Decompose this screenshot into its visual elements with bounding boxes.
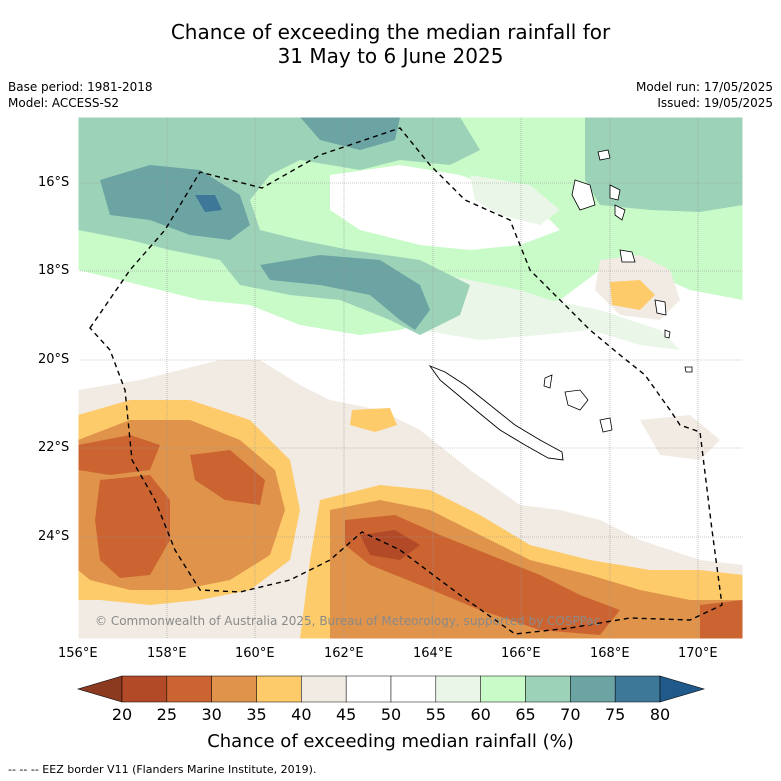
colorbar-tick-label: 60 bbox=[470, 705, 491, 724]
region-35-40-ne bbox=[610, 280, 655, 310]
colorbar-segment bbox=[345, 675, 392, 703]
colorbar-extend-high bbox=[659, 675, 706, 703]
base-period: Base period: 1981-2018 bbox=[8, 80, 153, 94]
model-run: Model run: 17/05/2025 bbox=[635, 80, 773, 94]
colorbar-segment bbox=[435, 675, 481, 703]
lat-label-24s: 24°S bbox=[38, 529, 70, 544]
lat-label-18s: 18°S bbox=[38, 263, 70, 278]
colorbar-tick-label: 65 bbox=[515, 705, 536, 724]
issued-date: Issued: 19/05/2025 bbox=[657, 96, 773, 110]
chart-title-line1: Chance of exceeding the median rainfall … bbox=[170, 20, 611, 44]
region-25-30 bbox=[95, 475, 170, 578]
colorbar-tick-label: 75 bbox=[604, 705, 626, 724]
region-white-pocket bbox=[330, 165, 560, 250]
map-frame bbox=[77, 116, 744, 640]
colorbar-segment bbox=[121, 675, 168, 703]
eez-border bbox=[89, 127, 723, 635]
lon-label-164e: 164°E bbox=[413, 646, 453, 661]
region-70-75 bbox=[100, 165, 250, 240]
colorbar-tick-label: 20 bbox=[111, 705, 133, 724]
colorbar-segment bbox=[211, 675, 257, 703]
chart-title-line2: 31 May to 6 June 2025 bbox=[277, 44, 504, 68]
region-55-60-pocket bbox=[470, 175, 560, 225]
colorbar-tick-label: 45 bbox=[335, 705, 357, 724]
colorbar-tick-label: 40 bbox=[291, 705, 312, 724]
lon-label-168e: 168°E bbox=[590, 646, 630, 661]
colorbar-segment bbox=[256, 675, 302, 703]
colorbar-tick-label: 50 bbox=[380, 705, 402, 724]
lon-label-158e: 158°E bbox=[147, 646, 187, 661]
colorbar-title: Chance of exceeding median rainfall (%) bbox=[207, 731, 574, 752]
colorbar-segment bbox=[570, 675, 616, 703]
lon-label-166e: 166°E bbox=[501, 646, 541, 661]
region-70-75-mid bbox=[260, 255, 430, 330]
lat-label-22s: 22°S bbox=[38, 440, 70, 455]
colorbar-segment bbox=[525, 675, 571, 703]
colorbar-tick-label: 55 bbox=[425, 705, 447, 724]
loyalty-islands bbox=[543, 374, 613, 433]
region-25-30-b bbox=[190, 450, 265, 505]
colorbar-tick-label: 80 bbox=[649, 705, 671, 724]
colorbar-segment bbox=[301, 675, 347, 703]
region-75-80 bbox=[195, 195, 222, 212]
colorbar-tick-label: 25 bbox=[156, 705, 178, 724]
colorbar-segment bbox=[166, 675, 212, 703]
colorbar-tick-label: 30 bbox=[201, 705, 222, 724]
colorbar-tick-label: 70 bbox=[560, 705, 581, 724]
colorbar-segment bbox=[480, 675, 526, 703]
region-40-45-se bbox=[640, 415, 720, 460]
lon-label-160e: 160°E bbox=[235, 646, 275, 661]
region-20-25 bbox=[360, 530, 420, 560]
region-25-30-c bbox=[78, 435, 160, 475]
colorbar-extend-low bbox=[76, 675, 123, 703]
vanuatu-islands bbox=[571, 149, 693, 373]
region-35-40-mid bbox=[350, 408, 397, 432]
colorbar-segment bbox=[390, 675, 437, 703]
colorbar bbox=[76, 675, 706, 703]
region-65-70-east bbox=[585, 117, 743, 212]
lat-label-20s: 20°S bbox=[38, 352, 70, 367]
lat-label-16s: 16°S bbox=[38, 175, 70, 190]
colorbar-segment bbox=[614, 675, 661, 703]
rainfall-map bbox=[78, 117, 743, 639]
lon-label-170e: 170°E bbox=[678, 646, 718, 661]
region-25-30-se bbox=[700, 600, 743, 639]
region-70-75-north bbox=[300, 117, 400, 150]
eez-footnote: -- -- -- EEZ border V11 (Flanders Marine… bbox=[8, 763, 317, 776]
copyright-notice: © Commonwealth of Australia 2025, Bureau… bbox=[95, 614, 601, 628]
graticule bbox=[78, 117, 743, 639]
lon-label-156e: 156°E bbox=[58, 646, 98, 661]
lon-label-162e: 162°E bbox=[324, 646, 364, 661]
new-caledonia-island bbox=[428, 365, 564, 461]
model-name: Model: ACCESS-S2 bbox=[8, 96, 120, 110]
colorbar-tick-label: 35 bbox=[246, 705, 267, 724]
